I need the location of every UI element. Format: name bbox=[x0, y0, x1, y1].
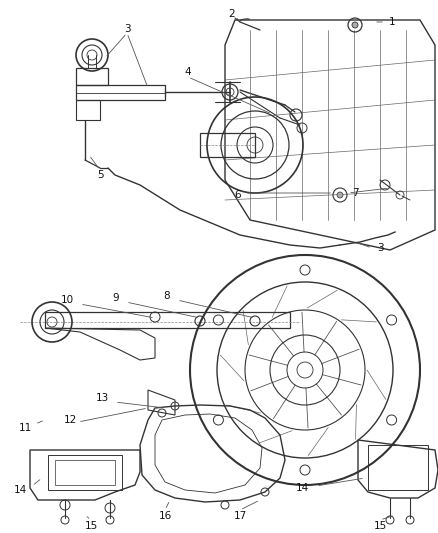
Circle shape bbox=[352, 22, 358, 28]
Text: 16: 16 bbox=[159, 511, 172, 521]
Text: 15: 15 bbox=[85, 521, 98, 531]
Text: 3: 3 bbox=[377, 243, 383, 253]
Text: 15: 15 bbox=[373, 521, 387, 531]
Text: 6: 6 bbox=[235, 190, 241, 200]
Text: 17: 17 bbox=[233, 511, 247, 521]
Circle shape bbox=[337, 192, 343, 198]
Text: 14: 14 bbox=[295, 483, 309, 493]
Text: 3: 3 bbox=[124, 24, 131, 34]
Text: 11: 11 bbox=[18, 423, 32, 433]
Text: 5: 5 bbox=[97, 170, 103, 180]
Text: 9: 9 bbox=[113, 293, 119, 303]
Text: 2: 2 bbox=[229, 9, 235, 19]
Text: 1: 1 bbox=[389, 17, 396, 27]
Text: 8: 8 bbox=[164, 291, 170, 301]
Text: 7: 7 bbox=[352, 188, 358, 198]
Text: 12: 12 bbox=[64, 415, 77, 425]
Text: 13: 13 bbox=[95, 393, 109, 403]
Text: 14: 14 bbox=[14, 485, 27, 495]
Text: 10: 10 bbox=[60, 295, 74, 305]
Text: 4: 4 bbox=[185, 67, 191, 77]
